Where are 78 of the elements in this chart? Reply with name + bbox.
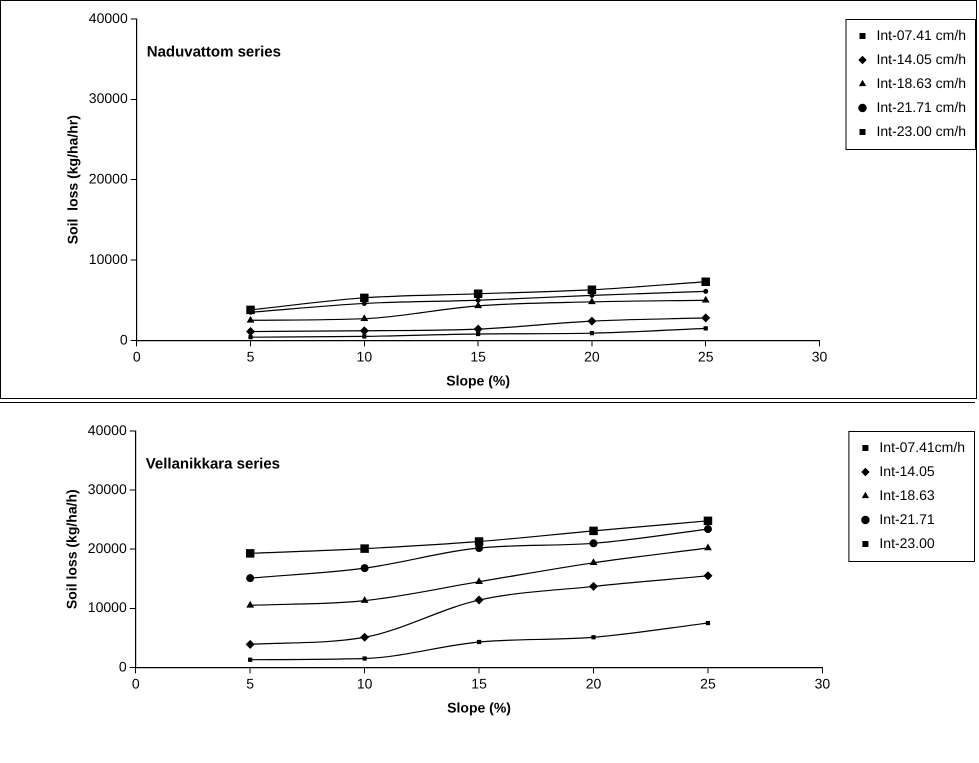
point <box>588 286 596 294</box>
legend-label: Int-21.71 <box>879 510 935 527</box>
legend-label: Int-14.05 <box>879 462 935 479</box>
text: Naduvattom series <box>146 44 281 61</box>
point <box>591 635 596 640</box>
y-tick-label: 40000 <box>88 10 128 26</box>
y-tick-label: 40000 <box>88 422 127 438</box>
legend-label: Int-14.05 cm/h <box>876 50 966 67</box>
x-tick-label: 5 <box>246 348 255 365</box>
legend-label: Int-18.63 <box>879 486 935 503</box>
x-tick-label: 0 <box>132 348 141 365</box>
point <box>589 582 598 591</box>
point <box>475 577 483 584</box>
point <box>246 549 254 558</box>
point <box>587 316 596 326</box>
point <box>246 316 254 323</box>
point <box>702 296 710 302</box>
x-tick-label: 15 <box>470 348 486 365</box>
y-tick-label: 0 <box>120 331 128 348</box>
point <box>703 571 712 580</box>
text: Vellanikkara series <box>146 456 280 473</box>
y-tick-label: 10000 <box>88 599 127 616</box>
y-tick-label: 30000 <box>88 480 127 497</box>
point <box>701 278 710 286</box>
point <box>248 658 252 662</box>
x-axis-title: Slope (%) <box>446 372 510 388</box>
x-tick-label: 20 <box>586 676 602 692</box>
point <box>589 526 598 536</box>
y-tick-label: 20000 <box>88 540 127 556</box>
point <box>360 326 369 336</box>
x-tick-label: 20 <box>584 348 600 365</box>
point <box>701 313 710 322</box>
y-axis-title: Soil loss (kg/ha/h) <box>63 489 80 610</box>
y-tick-label: 30000 <box>88 90 128 106</box>
legend-label: Int-07.41 cm/h <box>876 26 966 43</box>
legend-label: Int-18.63 cm/h <box>876 74 966 91</box>
point <box>246 600 254 608</box>
point <box>704 525 712 534</box>
point <box>360 314 368 321</box>
point <box>590 539 598 548</box>
x-tick-label: 10 <box>356 348 372 365</box>
x-tick-label: 15 <box>471 676 488 692</box>
point <box>360 632 370 642</box>
x-axis-title: Slope (%) <box>447 699 511 716</box>
x-tick-label: 25 <box>698 348 714 365</box>
legend-label: Int-23.00 <box>879 534 935 551</box>
point <box>704 326 708 330</box>
point <box>246 640 255 649</box>
point <box>474 290 482 298</box>
point <box>704 516 712 526</box>
legend-label: Int-21.71 cm/h <box>876 98 966 115</box>
x-tick-label: 0 <box>132 676 140 692</box>
point <box>362 334 366 339</box>
point <box>248 335 253 340</box>
y-tick-label: 20000 <box>88 170 128 187</box>
point <box>360 544 369 553</box>
point <box>588 297 596 304</box>
point <box>703 288 708 294</box>
point <box>246 574 254 582</box>
point <box>474 596 484 605</box>
legend-label: Int-23.00 cm/h <box>876 122 966 139</box>
point <box>360 596 369 603</box>
point <box>590 331 594 336</box>
point <box>704 544 712 550</box>
point <box>360 294 369 302</box>
y-tick-label: 10000 <box>88 250 128 267</box>
point <box>590 558 598 566</box>
point <box>476 298 481 303</box>
x-tick-label: 10 <box>356 676 373 692</box>
legend-label: Int-07.41cm/h <box>879 438 966 455</box>
y-axis-title: Soil loss (kg/ha/hr) <box>64 115 80 244</box>
point <box>360 564 369 572</box>
x-tick-label: 25 <box>700 676 716 692</box>
x-tick-label: 30 <box>812 348 828 365</box>
point <box>246 327 256 336</box>
y-tick-label: 0 <box>118 658 127 674</box>
x-tick-label: 30 <box>814 676 830 692</box>
x-tick-label: 5 <box>246 676 254 692</box>
